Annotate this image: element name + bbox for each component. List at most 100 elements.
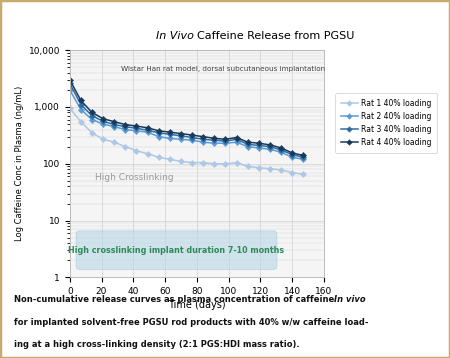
Rat 1 40% loading	[112, 140, 117, 144]
Rat 4 40% loading	[256, 141, 261, 145]
Rat 2 40% loading	[178, 137, 184, 141]
Rat 3 40% loading	[223, 139, 228, 143]
Rat 3 40% loading	[67, 81, 72, 86]
Rat 3 40% loading	[234, 137, 239, 141]
Rat 1 40% loading	[301, 172, 306, 176]
Rat 4 40% loading	[289, 151, 295, 155]
Rat 2 40% loading	[267, 147, 273, 151]
Rat 4 40% loading	[89, 110, 94, 115]
Rat 1 40% loading	[289, 170, 295, 175]
Rat 2 40% loading	[201, 140, 206, 144]
Rat 4 40% loading	[279, 146, 284, 150]
Rat 2 40% loading	[289, 155, 295, 159]
Rat 4 40% loading	[145, 126, 150, 130]
Line: Rat 1 40% loading: Rat 1 40% loading	[68, 106, 306, 176]
Rat 3 40% loading	[167, 132, 172, 136]
Rat 1 40% loading	[145, 152, 150, 156]
Rat 4 40% loading	[234, 135, 239, 140]
Rat 1 40% loading	[100, 137, 106, 141]
Text: High Crosslinking: High Crosslinking	[95, 173, 174, 182]
Rat 4 40% loading	[112, 120, 117, 124]
Rat 2 40% loading	[301, 157, 306, 161]
Rat 2 40% loading	[279, 150, 284, 154]
Text: High crosslinking implant duration 7-10 months: High crosslinking implant duration 7-10 …	[68, 246, 284, 255]
Rat 2 40% loading	[100, 122, 106, 126]
Rat 3 40% loading	[112, 122, 117, 127]
Rat 2 40% loading	[245, 145, 250, 149]
Text: In vivo: In vivo	[334, 295, 366, 304]
Rat 4 40% loading	[123, 122, 128, 127]
Rat 3 40% loading	[279, 148, 284, 152]
Rat 4 40% loading	[189, 133, 195, 137]
Rat 1 40% loading	[67, 106, 72, 110]
Rat 1 40% loading	[156, 155, 162, 159]
Rat 3 40% loading	[100, 119, 106, 124]
Text: Wistar Han rat model, dorsal subcutaneous implantation: Wistar Han rat model, dorsal subcutaneou…	[121, 66, 325, 72]
Rat 1 40% loading	[178, 159, 184, 164]
Rat 4 40% loading	[212, 136, 217, 141]
Rat 1 40% loading	[201, 160, 206, 165]
Rat 2 40% loading	[189, 138, 195, 142]
Rat 4 40% loading	[156, 129, 162, 133]
Text: ing at a high cross-linking density (2:1 PGS:HDI mass ratio).: ing at a high cross-linking density (2:1…	[14, 340, 299, 349]
Rat 4 40% loading	[78, 98, 84, 103]
Y-axis label: Log Caffeine Conc in Plasma (ng/mL): Log Caffeine Conc in Plasma (ng/mL)	[15, 86, 24, 241]
Rat 1 40% loading	[189, 160, 195, 165]
Rat 2 40% loading	[134, 129, 139, 133]
Rat 1 40% loading	[212, 162, 217, 166]
Rat 1 40% loading	[123, 145, 128, 149]
Rat 3 40% loading	[78, 102, 84, 107]
Rat 3 40% loading	[301, 155, 306, 159]
Rat 3 40% loading	[89, 113, 94, 118]
X-axis label: Time (days): Time (days)	[168, 300, 226, 310]
Text: Non-cumulative release curves as plasma concentration of caffeine: Non-cumulative release curves as plasma …	[14, 295, 337, 304]
Rat 2 40% loading	[112, 125, 117, 129]
Rat 1 40% loading	[134, 149, 139, 153]
Rat 4 40% loading	[134, 124, 139, 128]
Rat 2 40% loading	[223, 141, 228, 145]
Rat 3 40% loading	[201, 137, 206, 141]
Rat 3 40% loading	[245, 142, 250, 146]
Rat 3 40% loading	[212, 138, 217, 142]
Rat 2 40% loading	[67, 88, 72, 92]
Rat 2 40% loading	[156, 135, 162, 139]
Rat 2 40% loading	[89, 117, 94, 122]
Rat 4 40% loading	[201, 135, 206, 139]
FancyBboxPatch shape	[76, 231, 277, 270]
Text: F I G U R E   5: F I G U R E 5	[167, 14, 283, 29]
Rat 1 40% loading	[267, 166, 273, 171]
Rat 4 40% loading	[245, 140, 250, 144]
Rat 2 40% loading	[234, 140, 239, 144]
Rat 1 40% loading	[279, 168, 284, 172]
Rat 4 40% loading	[301, 153, 306, 158]
Rat 3 40% loading	[256, 143, 261, 147]
Rat 2 40% loading	[256, 146, 261, 150]
Rat 1 40% loading	[78, 120, 84, 124]
Rat 2 40% loading	[123, 127, 128, 132]
Text: Caffeine Release from PGSU: Caffeine Release from PGSU	[197, 31, 354, 41]
Rat 3 40% loading	[134, 126, 139, 131]
Line: Rat 3 40% loading: Rat 3 40% loading	[68, 81, 306, 160]
Text: In Vivo: In Vivo	[156, 31, 197, 41]
Rat 3 40% loading	[123, 125, 128, 129]
Rat 1 40% loading	[223, 162, 228, 166]
Rat 4 40% loading	[67, 78, 72, 82]
Rat 2 40% loading	[212, 141, 217, 145]
Rat 4 40% loading	[223, 137, 228, 141]
Text: for implanted solvent-free PGSU rod products with 40% w/w caffeine load-: for implanted solvent-free PGSU rod prod…	[14, 318, 368, 327]
Rat 1 40% loading	[234, 160, 239, 165]
Rat 1 40% loading	[89, 131, 94, 135]
Rat 4 40% loading	[167, 130, 172, 134]
Rat 1 40% loading	[167, 157, 172, 161]
Rat 2 40% loading	[167, 136, 172, 141]
Rat 1 40% loading	[256, 166, 261, 170]
Rat 4 40% loading	[267, 143, 273, 147]
Rat 3 40% loading	[145, 128, 150, 132]
Rat 1 40% loading	[245, 164, 250, 169]
Rat 3 40% loading	[189, 135, 195, 140]
Line: Rat 4 40% loading: Rat 4 40% loading	[68, 78, 306, 158]
Rat 3 40% loading	[178, 134, 184, 138]
Rat 4 40% loading	[100, 117, 106, 121]
Rat 3 40% loading	[156, 131, 162, 135]
Rat 4 40% loading	[178, 131, 184, 136]
